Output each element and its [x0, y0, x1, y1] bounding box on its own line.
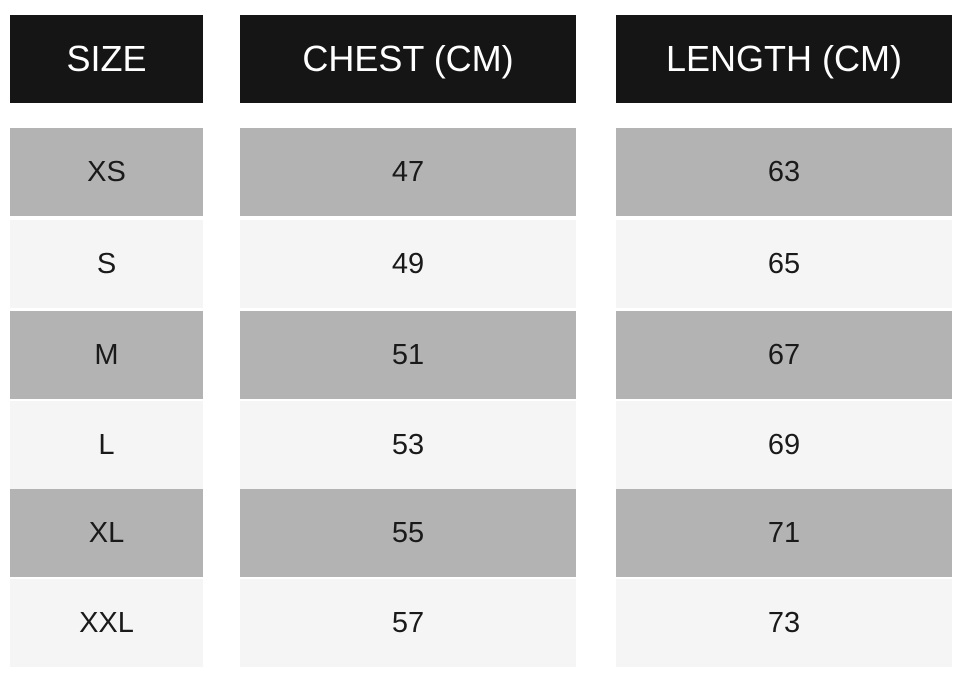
table-cell: 71 [616, 489, 952, 577]
table-cell: 69 [616, 401, 952, 489]
header-cell: LENGTH (CM) [616, 15, 952, 103]
header-cell: CHEST (CM) [240, 15, 576, 103]
table-cell: 67 [616, 311, 952, 399]
table-cell: M [10, 311, 203, 399]
table-cell: 55 [240, 489, 576, 577]
table-cell: XXL [10, 579, 203, 667]
table-cell: 57 [240, 579, 576, 667]
table-cell: 65 [616, 220, 952, 308]
table-cell: 73 [616, 579, 952, 667]
table-cell: 53 [240, 401, 576, 489]
table-cell: S [10, 220, 203, 308]
table-cell: 63 [616, 128, 952, 216]
header-cell: SIZE [10, 15, 203, 103]
table-cell: 47 [240, 128, 576, 216]
table-cell: 49 [240, 220, 576, 308]
table-cell: XL [10, 489, 203, 577]
table-cell: 51 [240, 311, 576, 399]
table-cell: XS [10, 128, 203, 216]
table-cell: L [10, 401, 203, 489]
